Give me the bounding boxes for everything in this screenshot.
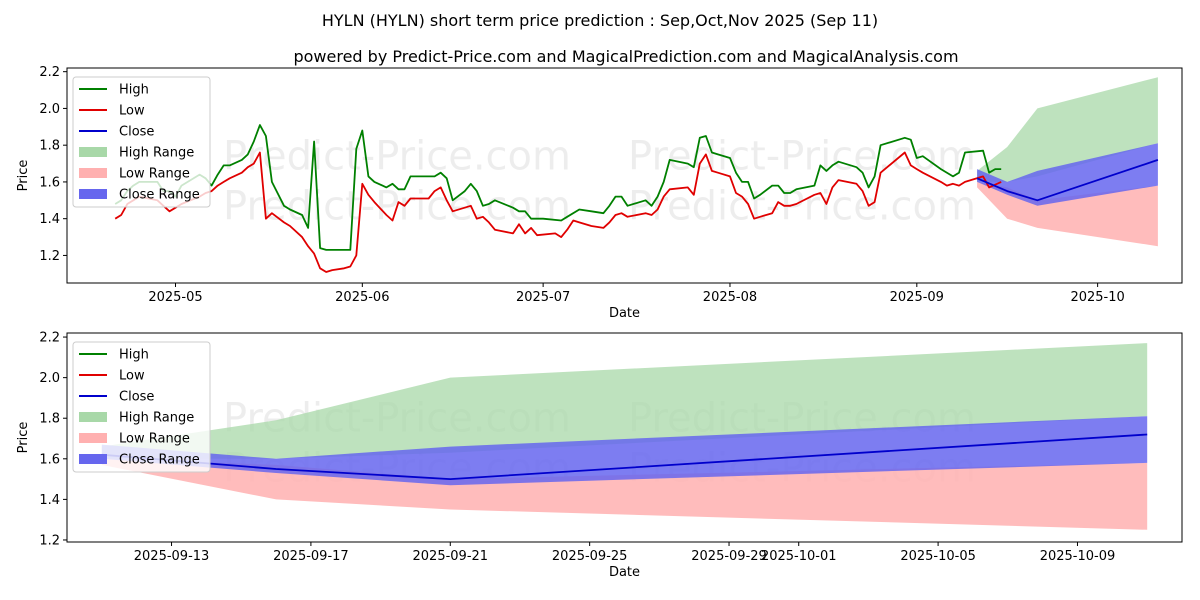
x-tick-label: 2025-09-29	[691, 549, 767, 564]
y-axis-label: Price	[16, 422, 31, 454]
legend-swatch-low-range	[79, 168, 107, 178]
legend-swatch-low-range	[79, 433, 107, 443]
watermark: Predict-Price.com	[223, 134, 571, 180]
y-tick-label: 2.2	[39, 65, 60, 80]
x-tick-label: 2025-10-09	[1040, 549, 1116, 564]
history-panel: Predict-Price.comPredict-Price.comPredic…	[16, 65, 1182, 321]
y-tick-label: 1.4	[39, 493, 60, 508]
legend: High Low Close High Range Low Range Close Ran…	[73, 77, 210, 207]
x-axis-label: Date	[609, 306, 640, 321]
x-tick-label: 2025-10-01	[761, 549, 837, 564]
legend-label: Low Range	[119, 167, 190, 182]
x-tick-label: 2025-09	[890, 290, 944, 305]
chart-subtitle: powered by Predict-Price.com and Magical…	[293, 47, 958, 66]
x-tick-label: 2025-09-21	[413, 549, 489, 564]
legend-label: High	[119, 348, 149, 363]
legend-swatch-close-range	[79, 454, 107, 464]
legend-label: High	[119, 83, 149, 98]
legend-label: Close	[119, 390, 154, 405]
y-tick-label: 1.8	[39, 412, 60, 427]
legend-swatch-high-range	[79, 147, 107, 157]
x-tick-label: 2025-10-05	[900, 549, 976, 564]
x-tick-label: 2025-10	[1070, 290, 1124, 305]
chart-title: HYLN (HYLN) short term price prediction …	[322, 11, 878, 30]
y-tick-label: 2.2	[39, 331, 60, 346]
x-tick-label: 2025-07	[516, 290, 570, 305]
legend-swatch-high-range	[79, 412, 107, 422]
watermark: Predict-Price.com	[628, 184, 976, 230]
y-axis-label: Price	[16, 160, 31, 192]
y-tick-label: 1.6	[39, 175, 60, 190]
y-tick-label: 2.0	[39, 102, 60, 117]
y-tick-label: 1.4	[39, 212, 60, 227]
legend-label: Low	[119, 104, 145, 119]
x-tick-label: 2025-09-25	[552, 549, 628, 564]
y-tick-label: 1.8	[39, 139, 60, 154]
legend-label: Close Range	[119, 453, 200, 468]
x-tick-label: 2025-09-13	[134, 549, 210, 564]
legend-label: Low Range	[119, 432, 190, 447]
legend: High Low Close High Range Low Range Close Ran…	[73, 342, 210, 472]
legend-swatch-close-range	[79, 189, 107, 199]
legend-label: Close Range	[119, 188, 200, 203]
y-tick-label: 2.0	[39, 371, 60, 386]
y-tick-label: 1.6	[39, 452, 60, 467]
x-tick-label: 2025-06	[335, 290, 389, 305]
y-tick-label: 1.2	[39, 249, 60, 264]
forecast-panel: Predict-Price.comPredict-Price.comPredic…	[16, 331, 1182, 580]
y-tick-label: 1.2	[39, 533, 60, 548]
legend-label: High Range	[119, 146, 194, 161]
x-tick-label: 2025-08	[703, 290, 757, 305]
x-axis-label: Date	[609, 565, 640, 580]
legend-label: Low	[119, 369, 145, 384]
x-tick-label: 2025-05	[148, 290, 202, 305]
legend-label: Close	[119, 125, 154, 140]
x-tick-label: 2025-09-17	[273, 549, 349, 564]
legend-label: High Range	[119, 411, 194, 426]
